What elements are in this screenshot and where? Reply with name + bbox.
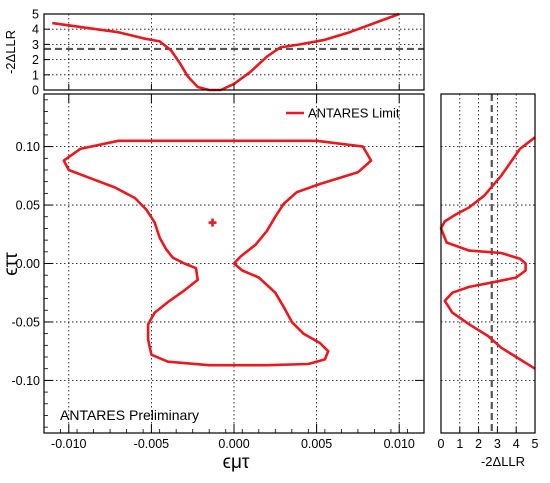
top-y-axis-label: -2ΔLLR [3,30,18,74]
right-x-tick-label: 0 [438,437,445,451]
top-y-tick-label: 1 [32,68,39,82]
preliminary-annotation: ANTARES Preliminary [60,407,199,423]
main-x-axis-label: ϵμτ [223,452,250,473]
top-y-tick-label: 5 [32,8,39,22]
legend: ANTARES Limit [286,106,400,121]
top-y-tick-label: 2 [32,53,39,67]
main-y-tick-label: -0.05 [12,315,41,329]
main-panel: -0.010 -0.005 0.000 0.005 0.010 -0.10 -0.05 0.… [1,93,425,473]
right-profile-curve [439,136,536,370]
top-y-tick-label: 0 [32,84,39,98]
main-contour [62,139,373,367]
top-y-tick-label: 3 [32,38,39,52]
top-profile-curve [52,12,400,92]
main-y-axis-label: ϵττ [1,252,22,276]
right-x-tick-label: 1 [456,437,463,451]
main-x-tick-label: 0.010 [384,437,415,451]
main-y-tick-label: 0.05 [16,199,40,213]
right-x-tick-label: 3 [494,437,501,451]
right-grid [440,94,536,433]
main-x-tick-label: 0.005 [301,437,332,451]
main-x-axis: -0.010 -0.005 0.000 0.005 0.010 [43,94,415,451]
right-x-tick-label: 2 [475,437,482,451]
right-x-axis-label: -2ΔLLR [481,454,525,469]
legend-label: ANTARES Limit [308,106,400,121]
right-x-tick-label: 4 [513,437,520,451]
right-x-tick-label: 5 [532,437,539,451]
right-frame [440,93,536,434]
main-x-tick-label: -0.005 [134,437,169,451]
main-y-tick-label: -0.10 [12,374,41,388]
main-y-axis: -0.10 -0.05 0.00 0.05 0.10 [12,99,424,428]
main-x-tick-label: -0.010 [51,437,86,451]
top-y-tick-label: 4 [32,23,39,37]
best-fit-marker [208,218,217,227]
main-y-tick-label: 0.00 [16,257,40,271]
main-x-tick-label: 0.000 [218,437,249,451]
main-y-tick-label: 0.10 [16,140,40,154]
